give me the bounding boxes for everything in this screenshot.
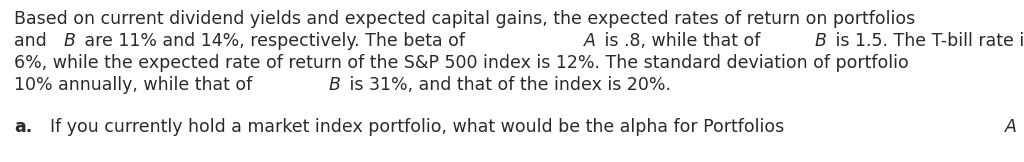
Text: is .8, while that of: is .8, while that of (599, 32, 766, 50)
Text: 10% annually, while that of: 10% annually, while that of (14, 76, 258, 94)
Text: and: and (14, 32, 52, 50)
Text: 6%, while the expected rate of return of the S&P 500 index is 12%. The standard : 6%, while the expected rate of return of… (14, 54, 914, 72)
Text: B: B (63, 32, 75, 50)
Text: B: B (329, 76, 340, 94)
Text: B: B (814, 32, 826, 50)
Text: is 31%, and that of the index is 20%.: is 31%, and that of the index is 20%. (344, 76, 671, 94)
Text: and: and (1020, 118, 1024, 136)
Text: A: A (584, 32, 596, 50)
Text: If you currently hold a market index portfolio, what would be the alpha for Port: If you currently hold a market index por… (50, 118, 790, 136)
Text: a.: a. (14, 118, 32, 136)
Text: Based on current dividend yields and expected capital gains, the expected rates : Based on current dividend yields and exp… (14, 10, 921, 28)
Text: are 11% and 14%, respectively. The beta of: are 11% and 14%, respectively. The beta … (79, 32, 470, 50)
Text: A: A (1005, 118, 1017, 136)
Text: is 1.5. The T-bill rate is currently: is 1.5. The T-bill rate is currently (829, 32, 1024, 50)
